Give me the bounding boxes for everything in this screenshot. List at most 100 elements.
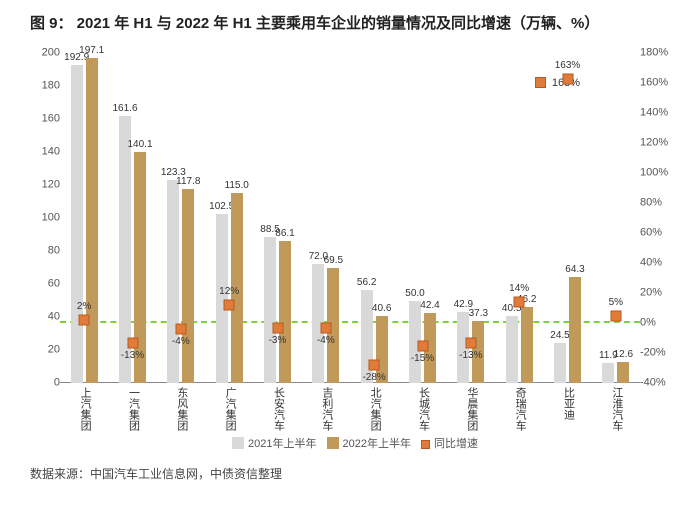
plot-area: 163%192.9197.12%161.6140.1-13%123.3117.8… [60, 53, 640, 383]
x-axis: 上汽集团一汽集团东风集团广汽集团长安汽车吉利汽车北汽集团长城汽车华晨集团奇瑞汽车… [60, 383, 640, 433]
y-right-tick: 0% [640, 318, 680, 329]
bar-2022 [569, 277, 581, 383]
legend-swatch [421, 440, 430, 449]
y-right-tick: 20% [640, 288, 680, 299]
category-label: 一汽集团 [126, 387, 140, 431]
bar-2021 [602, 363, 614, 383]
category-label: 奇瑞汽车 [512, 387, 526, 431]
chart-container: 020406080100120140160180200 163%192.9197… [20, 43, 680, 433]
bar-2022 [86, 58, 98, 383]
y-left-tick: 40 [20, 312, 60, 323]
y-right-tick: 140% [640, 108, 680, 119]
growth-label: -4% [317, 335, 335, 346]
category-label: 上汽集团 [77, 387, 91, 431]
growth-marker [610, 310, 621, 321]
bar-label-2021: 161.6 [112, 103, 137, 114]
y-right-tick: 120% [640, 138, 680, 149]
bar-label-2021: 50.0 [405, 288, 424, 299]
legend-label: 同比增速 [434, 438, 478, 450]
growth-label: -13% [459, 350, 482, 361]
bar-2021 [71, 65, 83, 383]
y-left-tick: 100 [20, 213, 60, 224]
category-label: 长城汽车 [416, 387, 430, 431]
growth-marker [224, 300, 235, 311]
y-right-tick: -40% [640, 378, 680, 389]
y-right-tick: 160% [640, 78, 680, 89]
outlier-marker: 163% [535, 77, 580, 89]
growth-label: -4% [172, 336, 190, 347]
growth-label: 2% [77, 301, 91, 312]
growth-marker [272, 322, 283, 333]
growth-marker [320, 322, 331, 333]
bar-2021 [216, 214, 228, 383]
data-source: 数据来源：中国汽车工业信息网，中债资信整理 [0, 451, 700, 482]
growth-marker [175, 324, 186, 335]
bar-label-2021: 56.2 [357, 277, 376, 288]
y-axis-left: 020406080100120140160180200 [20, 53, 60, 383]
bar-label-2022: 12.6 [614, 349, 633, 360]
bar-2022 [182, 189, 194, 383]
y-right-tick: 180% [640, 48, 680, 59]
bar-label-2022: 197.1 [79, 45, 104, 56]
growth-marker [465, 337, 476, 348]
bar-label-2022: 140.1 [127, 139, 152, 150]
y-right-tick: 60% [640, 228, 680, 239]
growth-label: 5% [609, 297, 623, 308]
bar-2021 [506, 316, 518, 383]
zero-refline [60, 321, 640, 323]
growth-label: -13% [121, 350, 144, 361]
bar-label-2022: 40.6 [372, 303, 391, 314]
legend-label: 2021年上半年 [248, 438, 316, 450]
growth-marker [79, 315, 90, 326]
legend-swatch [232, 437, 244, 449]
bar-2021 [554, 343, 566, 383]
category-label: 东风集团 [174, 387, 188, 431]
y-left-tick: 140 [20, 147, 60, 158]
y-right-tick: 40% [640, 258, 680, 269]
y-left-tick: 0 [20, 378, 60, 389]
growth-label: 163% [555, 60, 581, 71]
y-left-tick: 20 [20, 345, 60, 356]
growth-marker [127, 337, 138, 348]
bar-2022 [279, 241, 291, 383]
growth-marker [417, 340, 428, 351]
legend: 2021年上半年 2022年上半年 同比增速 [0, 435, 700, 451]
growth-marker [514, 297, 525, 308]
growth-label: -3% [269, 335, 287, 346]
y-left-tick: 80 [20, 246, 60, 257]
bar-label-2022: 37.3 [469, 308, 488, 319]
growth-label: -28% [362, 372, 385, 383]
category-label: 江淮汽车 [609, 387, 623, 431]
category-label: 比亚迪 [561, 387, 575, 420]
growth-marker [369, 360, 380, 371]
bar-label-2022: 117.8 [176, 176, 200, 187]
bar-label-2022: 86.1 [275, 228, 294, 239]
legend-label: 2022年上半年 [343, 438, 411, 450]
growth-label: 12% [219, 286, 239, 297]
bar-label-2022: 64.3 [565, 264, 584, 275]
y-left-tick: 160 [20, 114, 60, 125]
bar-2021 [167, 180, 179, 383]
bar-label-2022: 69.5 [324, 255, 343, 266]
bar-2021 [264, 237, 276, 383]
bar-2022 [521, 307, 533, 383]
category-label: 广汽集团 [222, 387, 236, 431]
y-left-tick: 200 [20, 48, 60, 59]
legend-swatch [327, 437, 339, 449]
y-right-tick: -20% [640, 348, 680, 359]
y-left-tick: 60 [20, 279, 60, 290]
y-right-tick: 80% [640, 198, 680, 209]
chart-title: 图 9： 2021 年 H1 与 2022 年 H1 主要乘用车企业的销量情况及… [0, 0, 700, 37]
bar-label-2022: 115.0 [225, 180, 249, 191]
y-left-tick: 120 [20, 180, 60, 191]
y-axis-right: -40%-20%0%20%40%60%80%100%120%140%160%18… [640, 53, 680, 383]
growth-marker [562, 73, 573, 84]
bar-label-2022: 42.4 [420, 300, 439, 311]
growth-label: -15% [411, 353, 434, 364]
category-label: 长安汽车 [271, 387, 285, 431]
bar-label-2021: 24.5 [550, 330, 569, 341]
bar-2022 [617, 362, 629, 383]
growth-label: 14% [509, 283, 529, 294]
category-label: 北汽集团 [367, 387, 381, 431]
category-label: 华晨集团 [464, 387, 478, 431]
